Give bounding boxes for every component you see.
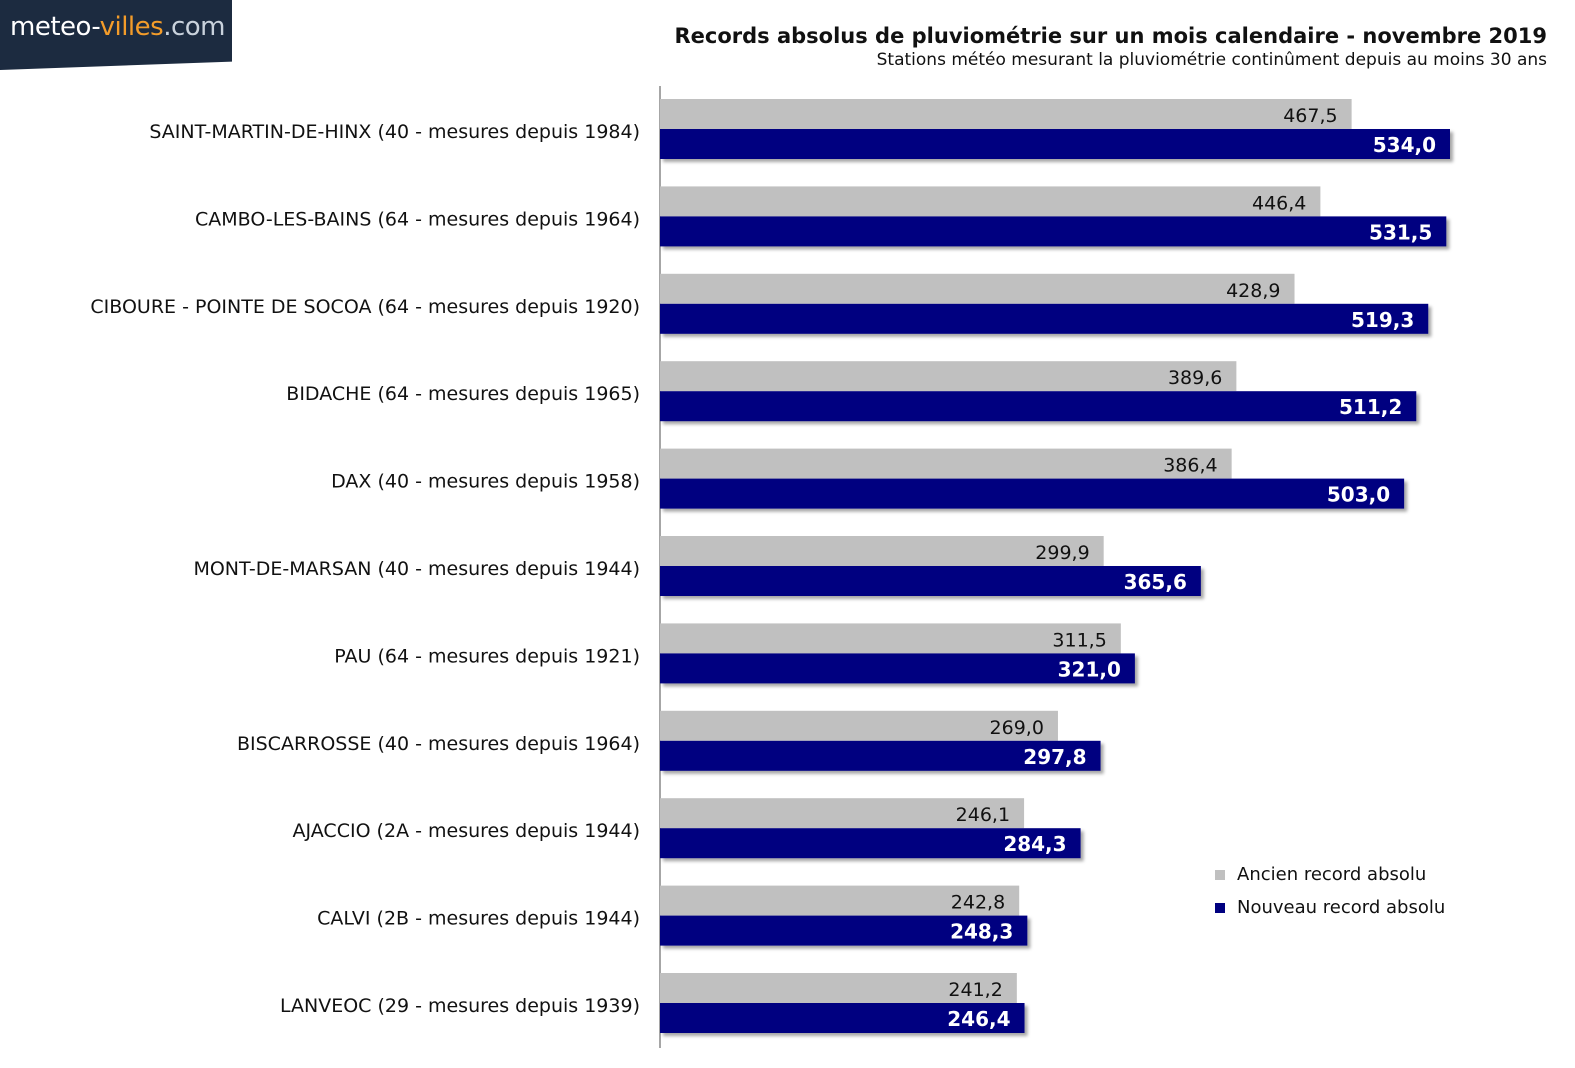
bar-old-record <box>660 536 1104 566</box>
chart-subtitle: Stations météo mesurant la pluviométrie … <box>876 50 1547 70</box>
category-label: DAX (40 - mesures depuis 1958) <box>331 471 640 493</box>
data-label-new: 365,6 <box>1124 570 1187 594</box>
data-label-old: 299,9 <box>1035 542 1089 564</box>
bar-new-record <box>660 391 1417 422</box>
data-label-new: 321,0 <box>1058 657 1121 681</box>
data-label-new: 297,8 <box>1023 745 1086 769</box>
site-logo[interactable]: meteo-villes.com <box>0 0 232 70</box>
data-label-old: 467,5 <box>1283 105 1337 127</box>
legend-label-old: Ancien record absolu <box>1237 864 1427 885</box>
bar-new-record <box>660 740 1101 771</box>
legend-label-new: Nouveau record absolu <box>1237 897 1446 918</box>
bar-new-record <box>660 303 1429 334</box>
data-label-old: 311,5 <box>1052 629 1106 651</box>
category-label: MONT-DE-MARSAN (40 - mesures depuis 1944… <box>193 558 640 580</box>
data-label-new: 519,3 <box>1351 308 1414 332</box>
legend-item-new: Nouveau record absolu <box>1215 891 1445 924</box>
data-label-new: 284,3 <box>1003 832 1066 856</box>
bar-old-record <box>660 623 1121 654</box>
category-label: AJACCIO (2A - mesures depuis 1944) <box>293 820 641 842</box>
chart-title: Records absolus de pluviométrie sur un m… <box>674 24 1547 48</box>
category-label: CAMBO-LES-BAINS (64 - mesures depuis 196… <box>195 208 640 230</box>
bar-new-record <box>660 566 1201 596</box>
data-label-old: 241,2 <box>948 979 1002 1001</box>
data-label-new: 246,4 <box>947 1007 1010 1031</box>
data-label-old: 246,1 <box>956 804 1010 826</box>
category-label: SAINT-MARTIN-DE-HINX (40 - mesures depui… <box>149 121 640 143</box>
data-label-new: 248,3 <box>950 920 1013 944</box>
bar-old-record <box>660 273 1295 304</box>
category-label: PAU (64 - mesures depuis 1921) <box>334 645 640 667</box>
bar-old-record <box>660 99 1352 129</box>
bar-new-record <box>660 216 1447 247</box>
legend-swatch-old <box>1215 869 1225 880</box>
category-label: BISCARROSSE (40 - mesures depuis 1964) <box>237 733 640 755</box>
data-label-new: 534,0 <box>1373 133 1436 157</box>
category-label: LANVEOC (29 - mesures depuis 1939) <box>280 995 640 1017</box>
bar-old-record <box>660 710 1058 741</box>
bar-old-record <box>660 186 1321 217</box>
bar-old-record <box>660 885 1020 916</box>
bar-new-record <box>660 1003 1025 1033</box>
bar-new-record <box>660 653 1135 684</box>
data-label-old: 242,8 <box>951 892 1005 914</box>
bar-new-record <box>660 915 1028 946</box>
category-label: BIDACHE (64 - mesures depuis 1965) <box>286 383 640 405</box>
data-label-old: 446,4 <box>1252 192 1306 214</box>
data-label-new: 503,0 <box>1327 483 1390 507</box>
category-label: CALVI (2B - mesures depuis 1944) <box>317 908 640 930</box>
legend-item-old: Ancien record absolu <box>1215 858 1445 891</box>
bar-new-record <box>660 129 1450 159</box>
legend-swatch-new <box>1215 902 1225 913</box>
data-label-new: 531,5 <box>1369 220 1432 244</box>
data-label-old: 428,9 <box>1226 280 1280 302</box>
chart-legend: Ancien record absolu Nouveau record abso… <box>1215 858 1445 924</box>
data-label-old: 389,6 <box>1168 367 1222 389</box>
category-label: CIBOURE - POINTE DE SOCOA (64 - mesures … <box>90 296 640 318</box>
bar-old-record <box>660 798 1025 829</box>
data-label-new: 511,2 <box>1339 395 1402 419</box>
bar-new-record <box>660 478 1405 509</box>
bar-old-record <box>660 973 1017 1003</box>
bar-old-record <box>660 361 1237 392</box>
data-label-old: 386,4 <box>1163 455 1217 477</box>
logo-text: meteo-villes.com <box>10 12 225 42</box>
bar-old-record <box>660 448 1232 479</box>
bar-new-record <box>660 828 1081 859</box>
data-label-old: 269,0 <box>990 717 1044 739</box>
